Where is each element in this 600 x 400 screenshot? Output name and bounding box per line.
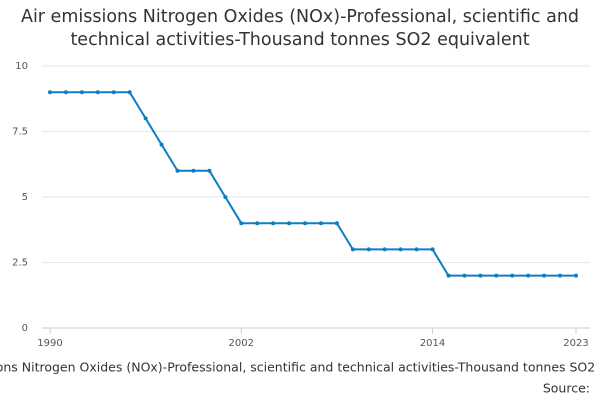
point [478, 273, 483, 278]
chart-title: Air emissions Nitrogen Oxides (NOx)-Prof… [20, 7, 580, 50]
point [207, 168, 212, 173]
point [303, 221, 308, 226]
y-tick-label: 7.5 [12, 127, 28, 138]
point [223, 195, 228, 199]
point [127, 90, 132, 95]
x-tick-label: 2014 [420, 338, 445, 349]
point [574, 273, 578, 278]
y-tick-label: 2.5 [12, 258, 28, 269]
point [239, 221, 244, 226]
x-tick-label: 1990 [37, 338, 62, 349]
point [350, 247, 355, 252]
point [318, 221, 323, 226]
point [398, 247, 403, 252]
point [48, 90, 52, 95]
point [79, 90, 84, 95]
point [255, 221, 260, 226]
point [287, 221, 292, 226]
source: Source: [543, 381, 590, 396]
point [430, 247, 435, 252]
point [159, 142, 164, 147]
point [95, 90, 100, 95]
point [271, 221, 276, 226]
point [334, 221, 339, 226]
line [50, 91, 576, 277]
y-tick-label: 5 [22, 192, 28, 203]
point [558, 273, 563, 278]
point [143, 116, 148, 121]
point [414, 247, 419, 252]
point [526, 273, 531, 278]
point [191, 168, 196, 173]
x-axis-label: Air emissions Nitrogen Oxides (NOx)-Prof… [0, 360, 600, 375]
point [63, 90, 68, 95]
y-tick-label: 0 [22, 323, 28, 334]
point [542, 273, 547, 278]
point [494, 273, 499, 278]
point [510, 273, 515, 278]
point [462, 273, 467, 278]
x-tick-label: 2023 [563, 338, 588, 349]
point [382, 247, 387, 252]
point [111, 90, 116, 95]
point [175, 168, 180, 173]
point [366, 247, 371, 252]
y-tick-label: 10 [15, 61, 28, 72]
point [446, 273, 451, 278]
x-tick-label: 2002 [229, 338, 254, 349]
